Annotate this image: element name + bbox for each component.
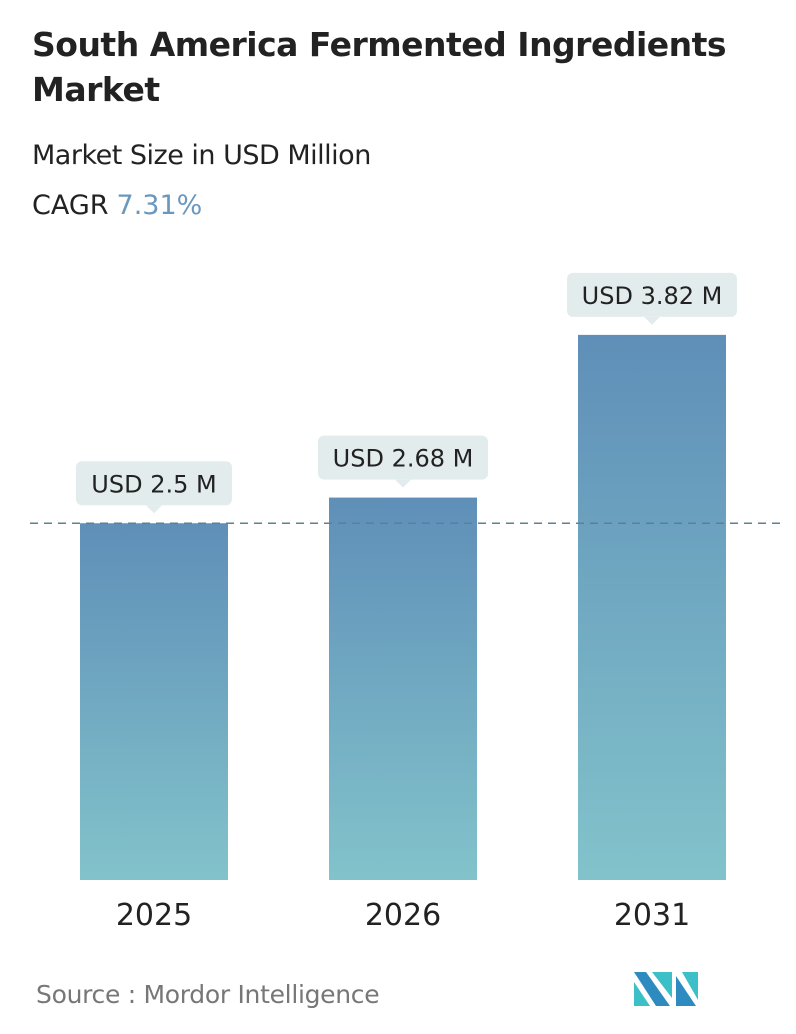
cagr: CAGR 7.31%	[32, 190, 202, 221]
bar-2031	[578, 334, 726, 880]
x-tick-label: 2026	[365, 898, 441, 933]
data-label: USD 3.82 M	[582, 282, 723, 310]
data-label: USD 2.5 M	[91, 470, 216, 498]
data-label-box	[318, 435, 488, 480]
source-text: Source : Mordor Intelligence	[36, 980, 380, 1009]
cagr-value: 7.31%	[116, 190, 203, 221]
data-label-pointer	[146, 505, 162, 514]
bar-chart: 2025 USD 2.5 M 2026 USD 2.68 M 2031 USD 3.82 …	[30, 272, 780, 933]
data-label: USD 2.68 M	[333, 445, 474, 473]
chart-title: South America Fermented Ingredients Mark…	[32, 25, 727, 109]
cagr-label: CAGR	[32, 190, 109, 221]
chart-subtitle: Market Size in USD Million	[32, 140, 371, 171]
x-tick-label: 2031	[614, 898, 690, 933]
data-label-pointer	[644, 316, 660, 325]
data-label-box	[76, 461, 232, 506]
bar-2025	[80, 523, 228, 880]
bar-2026	[329, 497, 477, 880]
x-tick-label: 2025	[116, 898, 192, 933]
data-label-box	[567, 272, 737, 317]
data-label-pointer	[395, 479, 411, 488]
mordor-logo-icon	[634, 972, 698, 1006]
